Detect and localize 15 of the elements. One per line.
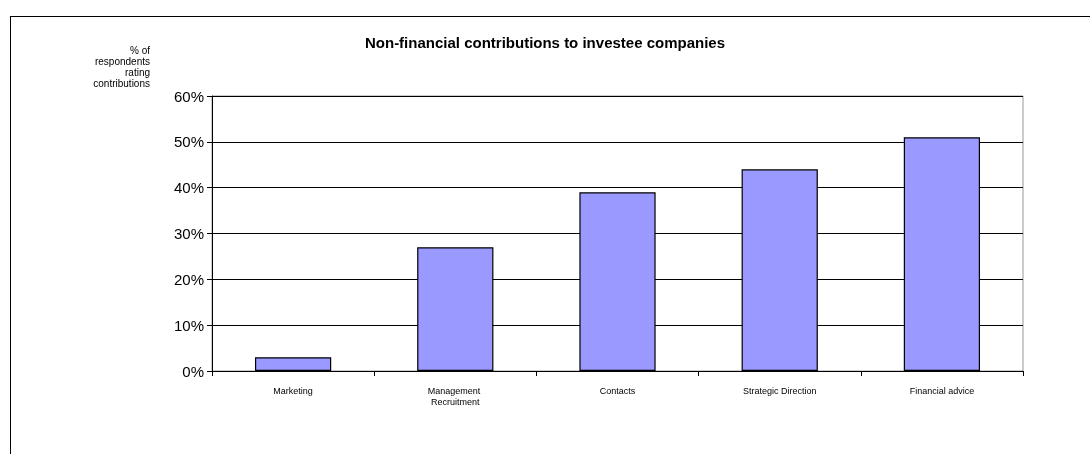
chart-title: Non-financial contributions to investee companies [364, 34, 726, 51]
x-tick-label: Management Recruitment [427, 385, 483, 407]
y-tick-label: 0% [182, 362, 204, 380]
y-tick-label: 20% [173, 270, 204, 288]
y-tick-label: 30% [173, 225, 204, 242]
y-tick-label: 50% [173, 133, 204, 151]
y-tick-label: 10% [173, 316, 204, 334]
x-tick-label: Strategic Direction [742, 385, 817, 396]
y-tick-label: 60% [173, 87, 204, 105]
y-axis-title: % of respondents rating contributions [93, 44, 151, 89]
x-tick-label: Financial advice [909, 385, 975, 396]
x-tick-label: Contacts [599, 385, 636, 396]
x-tick-label: Marketing [273, 385, 313, 396]
bar [254, 357, 332, 371]
y-tick-label: 40% [173, 179, 204, 197]
